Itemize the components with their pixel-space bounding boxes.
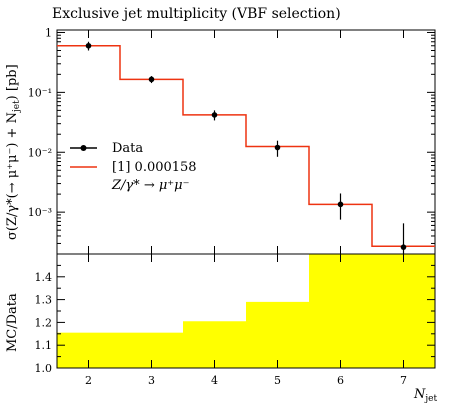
ratio-y-tick-label: 1.3 [35,294,53,307]
data-point [85,42,92,49]
data-point [337,201,344,208]
ratio-bar [246,301,309,368]
ratio-axis-ticks: 2 3 4 5 6 7 1.0 1.1 1.2 1.3 1.4 [35,253,435,387]
mc-histogram-line [57,45,435,247]
legend-data-marker [80,145,87,151]
ratio-bar [309,254,372,368]
ratio-y-tick-label: 1.4 [35,271,53,284]
main-y-tick-label: 1 [45,26,52,39]
data-point [400,244,407,250]
x-tick-label: 7 [400,374,407,387]
legend-entry-mc: [1] 0.000158 Z/γ* → μ⁺μ⁻ [70,160,197,193]
main-y-tick-label: 10⁻² [28,146,52,159]
data-point [211,112,218,118]
mc-histogram [57,45,435,247]
ratio-y-tick-label: 1.2 [35,316,53,329]
x-tick-label: 5 [274,374,281,387]
legend-entry-data: Data [70,141,143,156]
main-panel: 1 10⁻¹ 10⁻² 10⁻³ σ(Z/γ*(→ μ⁺μ⁻) + Njet) [pb… [5,26,436,255]
x-tick-label: 2 [85,374,92,387]
ratio-histogram [57,254,435,368]
ratio-y-axis-label: MC/Data [5,293,20,352]
chart-title: Exclusive jet multiplicity (VBF selectio… [52,6,341,22]
x-axis-label: Njet [413,387,437,404]
x-tick-label: 4 [211,374,218,387]
data-point [274,144,281,151]
ratio-panel: 2 3 4 5 6 7 1.0 1.1 1.2 1.3 1.4 MC/Data Njet [5,253,437,404]
main-axis-ticks: 1 10⁻¹ 10⁻² 10⁻³ [28,26,435,255]
data-point [148,76,155,83]
legend-mc-label: [1] 0.000158 [112,160,197,175]
main-y-tick-label: 10⁻³ [28,206,52,219]
ratio-y-tick-label: 1.0 [35,362,53,375]
x-tick-label: 6 [337,374,344,387]
legend-data-label: Data [112,141,143,156]
data-points [85,41,407,254]
legend-mc-process: Z/γ* → μ⁺μ⁻ [111,178,189,193]
x-tick-label: 3 [148,374,155,387]
main-y-axis-label: σ(Z/γ*(→ μ⁺μ⁻) + Njet) [pb] [5,64,22,240]
legend: Data [1] 0.000158 Z/γ* → μ⁺μ⁻ [70,141,197,193]
ratio-bar [372,254,435,368]
main-y-tick-label: 10⁻¹ [28,86,52,99]
ratio-y-tick-label: 1.1 [35,339,53,352]
